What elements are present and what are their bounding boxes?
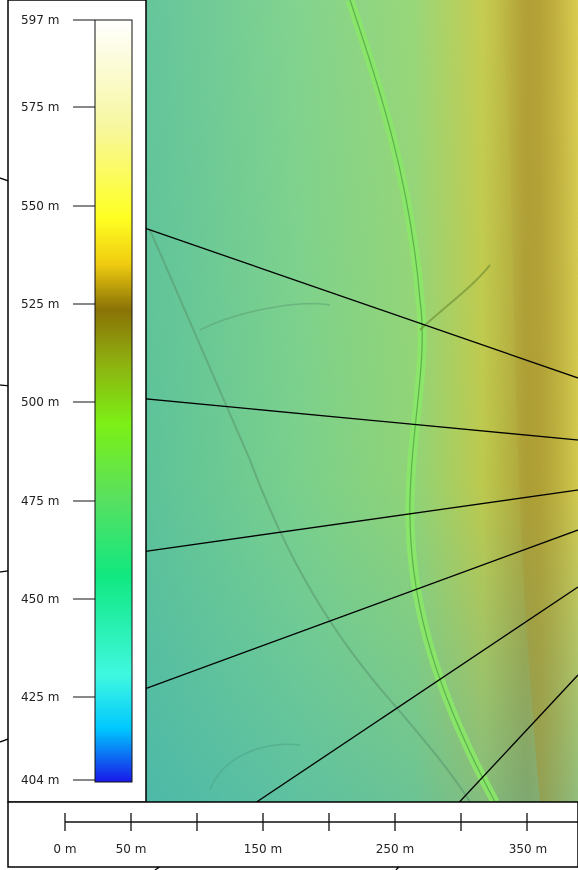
elevation-label-575: 575 m: [21, 100, 60, 114]
elevation-label-404: 404 m: [21, 773, 60, 787]
elevation-label-597: 597 m: [21, 13, 60, 27]
scale-bar: [7, 801, 578, 868]
elevation-label-450: 450 m: [21, 592, 60, 606]
legend-ticks: [73, 19, 95, 781]
color-ramp: [94, 19, 133, 783]
scale-label-350: 350 m: [508, 842, 548, 856]
elevation-label-550: 550 m: [21, 199, 60, 213]
elevation-label-475: 475 m: [21, 494, 60, 508]
elevation-label-500: 500 m: [21, 395, 60, 409]
west-channel: [149, 229, 471, 803]
terrain-map: [146, 0, 578, 805]
elevation-label-425: 425 m: [21, 690, 60, 704]
scale-ticks: [64, 813, 528, 831]
scale-label-250: 250 m: [375, 842, 415, 856]
scale-label-50: 50 m: [115, 842, 147, 856]
elevation-label-525: 525 m: [21, 297, 60, 311]
elevation-legend: [7, 0, 147, 803]
scale-label-0: 0 m: [53, 842, 77, 856]
scale-label-150: 150 m: [243, 842, 283, 856]
